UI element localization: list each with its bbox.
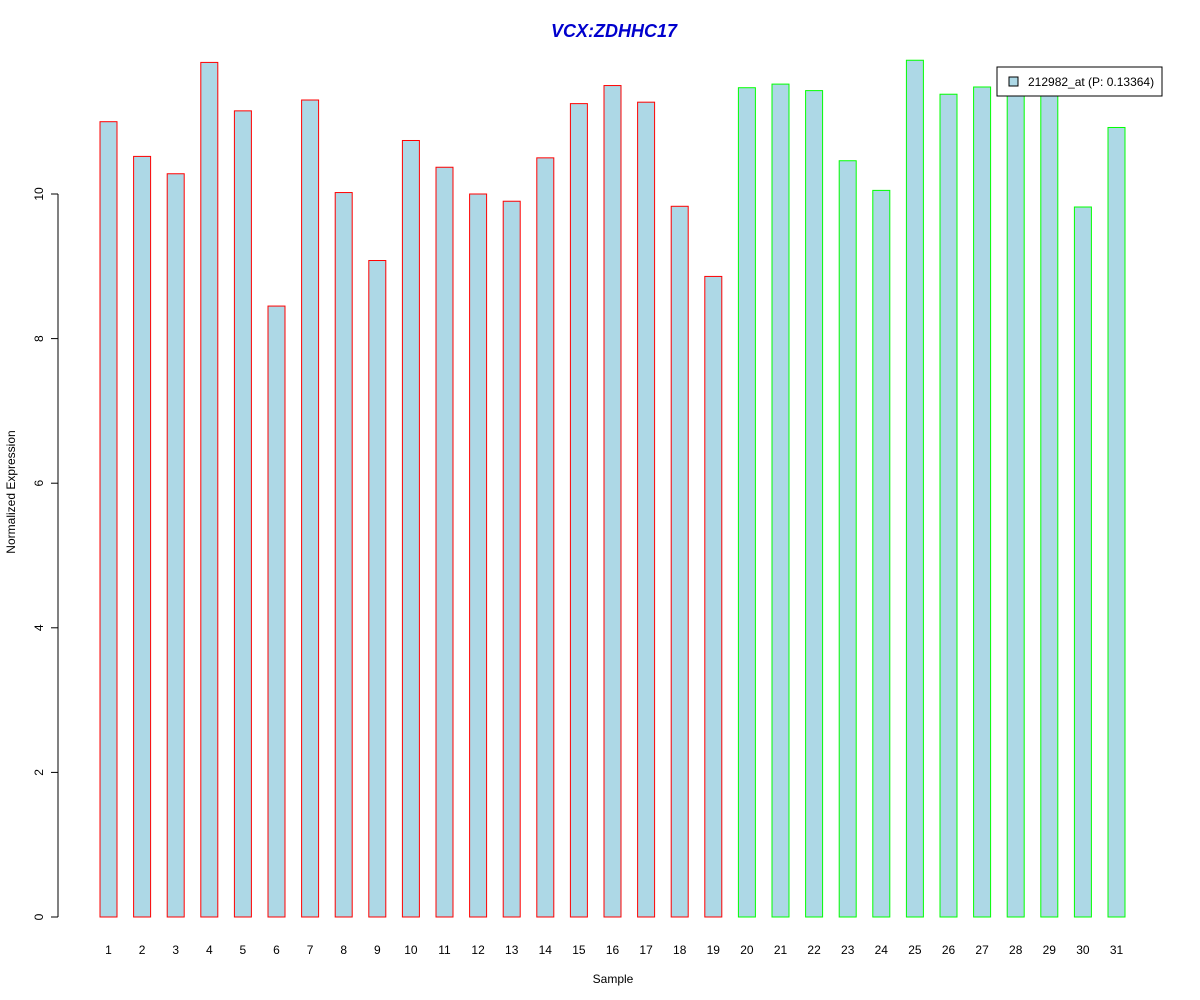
bar-sample-19 [704,275,723,918]
bar-sample-2 [133,155,152,918]
y-tick-label: 2 [32,769,46,776]
x-tick-label: 17 [639,943,653,957]
bar-sample-5 [233,110,252,918]
bar-sample-9 [368,260,387,918]
y-tick-label: 4 [32,624,46,631]
x-tick-label: 30 [1076,943,1090,957]
legend-swatch [1008,76,1019,87]
bar-sample-6 [267,305,286,918]
bar-sample-12 [469,193,488,918]
x-tick-label: 20 [740,943,754,957]
bar-sample-31 [1107,126,1126,918]
bar-sample-16 [603,85,622,918]
bar-sample-17 [637,101,656,918]
x-tick-label: 26 [942,943,956,957]
x-tick-label: 19 [707,943,721,957]
x-tick-label: 6 [273,943,280,957]
bar-sample-3 [166,173,185,918]
x-tick-label: 27 [975,943,989,957]
bar-sample-21 [771,83,790,918]
x-tick-label: 1 [105,943,112,957]
x-tick-label: 31 [1110,943,1124,957]
x-tick-label: 14 [539,943,553,957]
x-tick-label: 4 [206,943,213,957]
bar-sample-4 [200,61,219,918]
bar-sample-8 [334,192,353,918]
x-tick-label: 25 [908,943,922,957]
x-tick-label: 24 [875,943,889,957]
bar-sample-27 [973,86,992,918]
bar-sample-29 [1040,92,1059,918]
x-tick-label: 23 [841,943,855,957]
bar-sample-11 [435,166,454,918]
bar-sample-18 [670,205,689,918]
bar-sample-28 [1006,93,1025,918]
x-tick-label: 12 [471,943,485,957]
bar-sample-30 [1073,206,1092,918]
bar-sample-24 [872,189,891,918]
chart-title: VCX:ZDHHC17 [551,21,678,41]
x-tick-label: 11 [438,943,451,957]
bar-sample-23 [838,160,857,918]
x-tick-label: 22 [807,943,821,957]
x-tick-label: 7 [307,943,314,957]
y-tick-label: 8 [32,335,46,342]
x-tick-label: 29 [1043,943,1057,957]
legend: 212982_at (P: 0.13364) [996,66,1163,97]
x-tick-label: 9 [374,943,381,957]
x-tick-label: 5 [240,943,247,957]
bar-sample-13 [502,200,521,918]
bar-sample-25 [905,59,924,918]
bar-sample-26 [939,93,958,918]
y-tick-label: 6 [32,480,46,487]
bar-sample-10 [401,139,420,918]
x-tick-label: 13 [505,943,519,957]
y-axis: 0 2 4 6 8 10 [32,187,59,920]
y-tick-label: 10 [32,187,46,201]
y-tick-label: 0 [32,913,46,920]
bar-sample-14 [536,157,555,918]
x-tick-label: 15 [572,943,586,957]
bars-group [99,59,1126,918]
legend-box [996,66,1163,97]
bar-sample-22 [805,90,824,918]
x-tick-label: 28 [1009,943,1023,957]
x-tick-label: 18 [673,943,687,957]
bar-sample-20 [737,87,756,918]
x-tick-label: 16 [606,943,620,957]
x-tick-labels: 1 2 3 4 5 6 7 8 9 10 11 12 13 14 15 16 17 18 19 20 21 22 23 24 2… [105,943,1123,957]
x-axis-label: Sample [593,972,634,986]
y-axis-label: Normalized Expression [4,430,18,553]
x-tick-label: 10 [404,943,418,957]
bar-sample-15 [569,103,588,918]
x-tick-label: 8 [340,943,347,957]
legend-entry: 212982_at (P: 0.13364) [1028,75,1154,89]
bar-sample-1 [99,121,118,918]
bar-sample-7 [301,99,320,918]
x-tick-label: 21 [774,943,788,957]
x-tick-label: 3 [172,943,179,957]
x-tick-label: 2 [139,943,146,957]
